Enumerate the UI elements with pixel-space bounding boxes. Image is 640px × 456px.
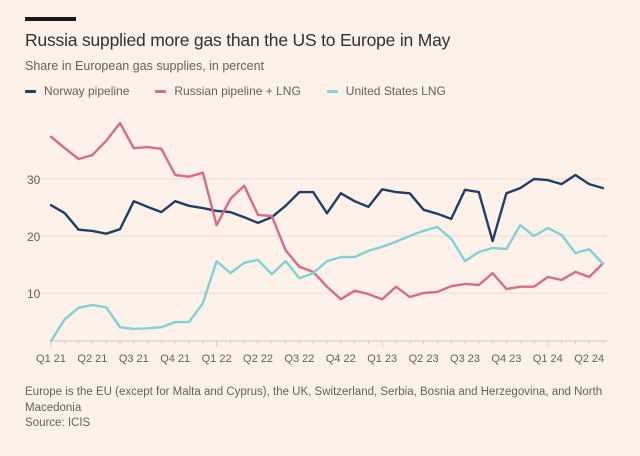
y-tick-label-30: 30 [27,173,41,187]
x-tick-label: Q3 22 [284,353,314,365]
series-lines [49,121,605,343]
x-tick-label: Q2 22 [243,353,273,365]
x-tick-label: Q4 22 [326,353,356,365]
x-tick-label: Q3 21 [119,353,149,365]
footnote-note: Europe is the EU (except for Malta and C… [25,386,603,414]
legend: Norway pipeline Russian pipeline + LNG U… [25,84,472,98]
x-tick-label: Q1 23 [367,353,397,365]
footnote-source: Source: ICIS [25,417,91,429]
legend-item-us-lng: United States LNG [326,84,446,98]
y-tick-label-10: 10 [27,287,41,301]
line-chart: 10 20 30 Q1 21 Q2 21 Q3 21 Q4 21 Q1 22 Q2 22 Q3 … [25,121,607,365]
x-tick-label: Q1 22 [202,353,232,365]
legend-label-norway: Norway pipeline [44,84,130,98]
footnote: Europe is the EU (except for Malta and C… [25,385,625,432]
x-tick-label: Q4 23 [491,353,521,365]
x-tick-label: Q2 24 [574,353,604,365]
legend-item-russia: Russian pipeline + LNG [155,84,301,98]
legend-swatch-norway [25,89,36,93]
brand-accent-bar [25,17,76,21]
y-tick-label-20: 20 [27,230,41,244]
x-tick-label: Q2 21 [77,353,107,365]
x-axis: Q1 21 Q2 21 Q3 21 Q4 21 Q1 22 Q2 22 Q3 22 Q4 22… [36,340,607,365]
series-line-norway-pipeline [49,173,605,243]
legend-swatch-russia [155,89,167,93]
legend-label-russia: Russian pipeline + LNG [174,84,301,98]
chart-subtitle: Share in European gas supplies, in perce… [25,59,265,73]
legend-item-norway: Norway pipeline [25,84,129,98]
legend-swatch-us-lng [326,89,338,93]
x-tick-label: Q1 21 [36,353,66,365]
legend-label-us-lng: United States LNG [345,84,446,98]
x-tick-label: Q2 23 [409,353,439,365]
y-axis-ticks: 10 20 30 [27,173,41,301]
series-line-russian-pipeline-lng [49,121,605,301]
gridlines [25,178,607,294]
x-tick-label: Q3 23 [450,353,480,365]
chart-title: Russia supplied more gas than the US to … [25,30,451,50]
series-line-united-states-lng [49,223,605,343]
x-tick-label: Q4 21 [160,353,190,365]
x-tick-label: Q1 24 [533,353,563,365]
